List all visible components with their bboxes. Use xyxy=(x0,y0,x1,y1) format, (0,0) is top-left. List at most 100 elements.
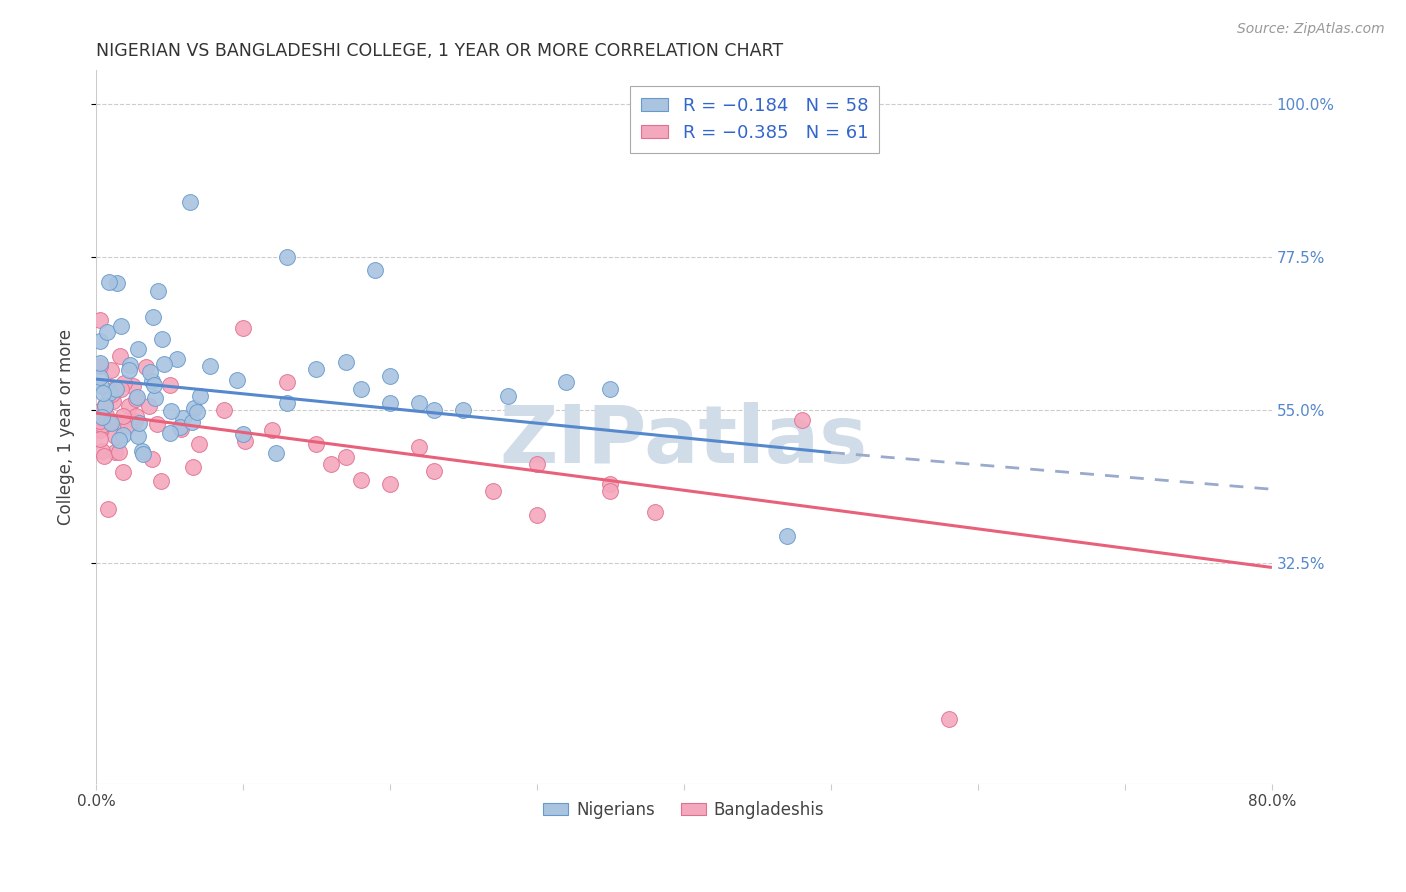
Point xyxy=(91,385,114,400)
Point xyxy=(89,411,111,425)
Text: NIGERIAN VS BANGLADESHI COLLEGE, 1 YEAR OR MORE CORRELATION CHART: NIGERIAN VS BANGLADESHI COLLEGE, 1 YEAR … xyxy=(96,42,783,60)
Point xyxy=(90,379,112,393)
Point xyxy=(179,195,201,210)
Point xyxy=(408,440,430,454)
Point xyxy=(276,250,298,264)
Point xyxy=(96,502,118,516)
Text: Source: ZipAtlas.com: Source: ZipAtlas.com xyxy=(1237,22,1385,37)
Point xyxy=(108,419,131,434)
Point xyxy=(169,422,191,436)
Point xyxy=(105,276,128,290)
Point xyxy=(105,383,128,397)
Point xyxy=(188,389,211,403)
Point xyxy=(110,318,132,333)
Text: ZIPatlas: ZIPatlas xyxy=(499,402,868,480)
Point xyxy=(111,465,134,479)
Point xyxy=(599,477,621,491)
Point xyxy=(166,352,188,367)
Point xyxy=(776,528,799,542)
Point xyxy=(89,356,111,370)
Point xyxy=(112,427,135,442)
Point xyxy=(146,284,169,298)
Point xyxy=(644,505,666,519)
Point xyxy=(135,360,157,375)
Point xyxy=(131,446,153,460)
Point xyxy=(188,436,211,450)
Point xyxy=(98,386,121,401)
Point xyxy=(91,417,114,432)
Point xyxy=(526,508,548,522)
Point xyxy=(90,409,112,424)
Point xyxy=(104,444,127,458)
Point xyxy=(526,457,548,471)
Point xyxy=(214,403,236,417)
Point xyxy=(103,382,125,396)
Point xyxy=(146,417,169,432)
Point xyxy=(101,386,124,401)
Point xyxy=(181,415,204,429)
Point xyxy=(128,416,150,430)
Point xyxy=(93,450,115,464)
Point xyxy=(335,355,357,369)
Point xyxy=(89,414,111,428)
Point xyxy=(496,389,519,403)
Point xyxy=(91,444,114,458)
Point xyxy=(138,400,160,414)
Point xyxy=(121,378,143,392)
Point xyxy=(305,436,328,450)
Point xyxy=(89,369,111,384)
Point xyxy=(150,332,173,346)
Point xyxy=(169,420,191,434)
Point xyxy=(89,312,111,326)
Point xyxy=(599,382,621,396)
Point xyxy=(108,350,131,364)
Point xyxy=(305,362,328,376)
Point xyxy=(153,358,176,372)
Point xyxy=(107,433,129,447)
Point xyxy=(117,418,139,433)
Point xyxy=(378,396,401,410)
Point xyxy=(321,457,343,471)
Point xyxy=(335,450,357,465)
Point xyxy=(232,427,254,442)
Point xyxy=(482,484,505,499)
Point xyxy=(186,405,208,419)
Point xyxy=(96,408,118,422)
Point xyxy=(127,429,149,443)
Point xyxy=(100,363,122,377)
Point xyxy=(276,396,298,410)
Y-axis label: College, 1 year or more: College, 1 year or more xyxy=(58,328,75,524)
Point xyxy=(131,444,153,458)
Point xyxy=(264,445,287,459)
Point xyxy=(453,402,475,417)
Point xyxy=(938,712,960,726)
Point xyxy=(104,429,127,443)
Point xyxy=(349,382,371,396)
Point xyxy=(408,396,430,410)
Point xyxy=(120,358,142,372)
Point xyxy=(125,392,148,406)
Point xyxy=(181,459,204,474)
Point xyxy=(423,402,446,417)
Point xyxy=(555,376,578,390)
Point xyxy=(364,263,387,277)
Point xyxy=(599,484,621,499)
Point xyxy=(200,359,222,373)
Point xyxy=(423,464,446,478)
Point xyxy=(124,414,146,428)
Point xyxy=(232,321,254,335)
Point xyxy=(349,474,371,488)
Point xyxy=(94,399,117,413)
Point xyxy=(118,399,141,413)
Point xyxy=(262,423,284,437)
Point xyxy=(97,416,120,430)
Point xyxy=(89,404,111,418)
Point xyxy=(112,376,135,390)
Point xyxy=(89,424,111,438)
Point xyxy=(141,374,163,388)
Point xyxy=(142,378,165,392)
Point xyxy=(276,376,298,390)
Point xyxy=(142,310,165,325)
Point xyxy=(110,382,132,396)
Point xyxy=(96,325,118,339)
